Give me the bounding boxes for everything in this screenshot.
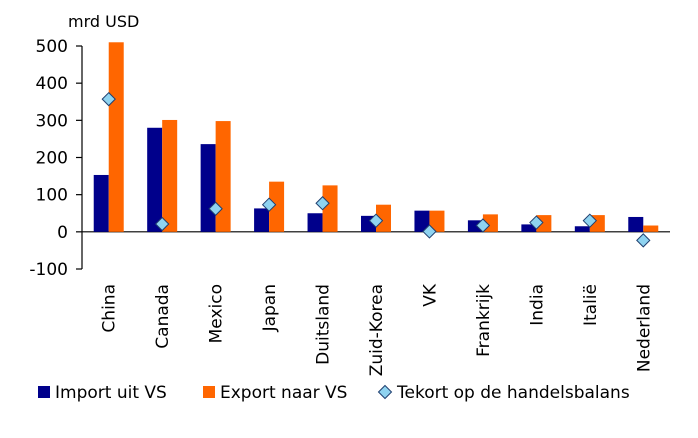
bar-import-mexico [200, 144, 216, 232]
bar-export-vk [429, 210, 445, 232]
y-axis: 500 400 300 200 100 0 -100 [29, 37, 670, 280]
legend-label-deficit: Tekort op de handelsbalans [396, 383, 630, 403]
y-tick-label: -100 [29, 260, 68, 280]
y-tick-label: 400 [36, 74, 68, 94]
legend-marker-deficit [377, 384, 393, 400]
bar-export-china [108, 42, 124, 232]
x-category-label: Zuid-Korea [367, 284, 387, 376]
deficit-markers [101, 91, 651, 248]
legend-swatch-export [203, 386, 215, 398]
x-category-label: Japan [260, 284, 280, 332]
x-category-label: VK [420, 283, 440, 307]
legend-label-import: Import uit VS [55, 383, 167, 403]
marker-deficit-vk [422, 224, 437, 239]
marker-deficit-mexico [208, 201, 223, 216]
bar-export-mexico [215, 121, 231, 232]
marker-deficit-china [101, 91, 116, 107]
y-axis-unit-label: mrd USD [68, 12, 139, 31]
x-category-label: Duitsland [314, 284, 334, 365]
bar-import-frankrijk [467, 220, 483, 232]
marker-deficit-frankrijk [475, 218, 491, 233]
y-tick-label: 100 [36, 186, 68, 206]
marker-deficit-india [529, 215, 544, 230]
y-tick-label: 500 [36, 37, 68, 57]
legend-swatch-import [38, 386, 50, 398]
marker-deficit-nederland [636, 233, 651, 248]
bars [93, 42, 659, 232]
bar-import-vk [414, 210, 430, 232]
bar-import-canada [147, 127, 163, 232]
x-category-label: China [100, 284, 120, 333]
x-category-label: Frankrijk [474, 284, 494, 357]
bar-export-zuid-korea [376, 204, 391, 232]
x-category-label: India [527, 284, 547, 326]
bar-export-canada [162, 119, 178, 232]
bar-import-china [93, 174, 109, 232]
marker-deficit-duitsland [315, 196, 330, 211]
x-axis-labels: China Canada Mexico Japan Duitsland Zuid-Kore… [100, 283, 655, 376]
x-category-label: Italië [581, 284, 601, 326]
y-tick-label: 200 [36, 149, 68, 169]
bar-import-duitsland [307, 213, 323, 232]
x-category-label: Mexico [207, 284, 227, 343]
x-category-label: Canada [153, 284, 173, 349]
bar-import-japan [254, 208, 270, 232]
bar-import-india [521, 224, 537, 232]
marker-deficit-italië [582, 213, 598, 228]
marker-deficit-canada [154, 216, 170, 232]
bar-import-nederland [628, 216, 644, 232]
marker-deficit-japan [261, 197, 277, 212]
y-tick-label: 300 [36, 111, 68, 131]
bar-import-italië [574, 226, 590, 232]
x-category-label: Nederland [634, 284, 654, 372]
legend: Import uit VS Export naar VS Tekort op de … [38, 383, 630, 403]
legend-label-export: Export naar VS [220, 383, 347, 403]
marker-deficit-zuid-korea [368, 213, 384, 228]
y-tick-label: 0 [57, 223, 68, 243]
bar-export-nederland [643, 225, 659, 232]
bar-export-japan [269, 181, 285, 232]
bar-export-duitsland [322, 185, 338, 232]
